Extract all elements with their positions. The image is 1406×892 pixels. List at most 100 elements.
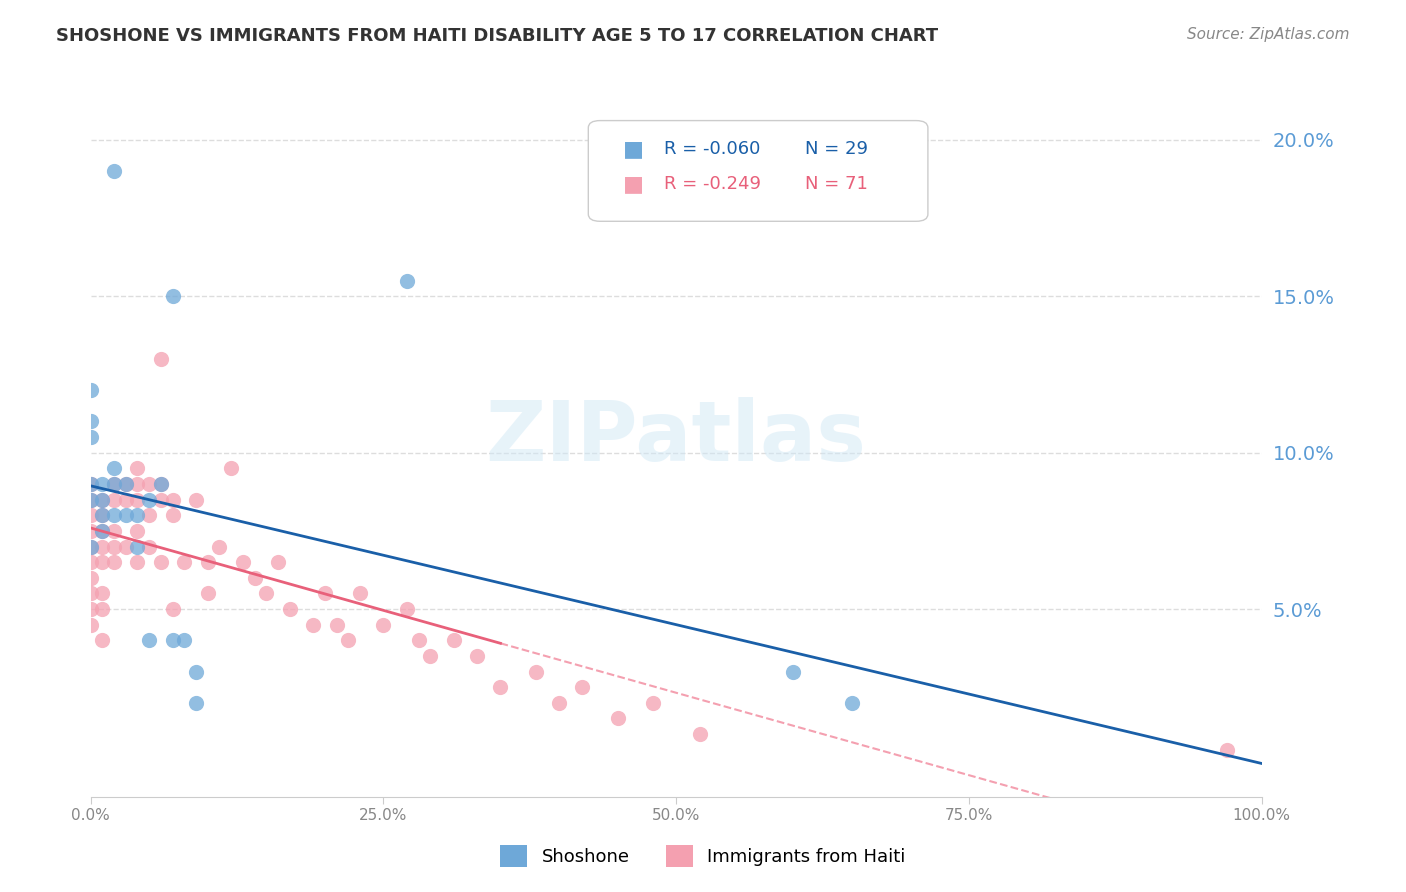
Point (184, 492, 207, 507)
Point (243, 571, 266, 585)
Point (162, 508, 184, 523)
Point (138, 477, 160, 491)
Point (79, 414, 101, 428)
Point (606, 711, 628, 725)
Point (162, 289, 184, 303)
Text: Source: ZipAtlas.com: Source: ZipAtlas.com (1187, 27, 1350, 42)
Point (103, 461, 125, 475)
Point (337, 633, 360, 648)
Text: R = -0.060: R = -0.060 (665, 140, 761, 159)
Point (395, 602, 418, 616)
Point (114, 477, 136, 491)
Point (91, 492, 114, 507)
Point (79, 602, 101, 616)
Point (114, 492, 136, 507)
Point (149, 351, 172, 366)
Point (373, 617, 395, 632)
Point (79, 540, 101, 554)
Point (103, 508, 125, 523)
Point (162, 633, 184, 648)
Point (91, 492, 114, 507)
Point (173, 633, 195, 648)
Point (103, 540, 125, 554)
Point (465, 648, 488, 663)
Point (91, 602, 114, 616)
Text: ■: ■ (623, 139, 644, 160)
Text: N = 71: N = 71 (806, 175, 868, 193)
Point (79, 508, 101, 523)
Point (79, 430, 101, 444)
Point (162, 602, 184, 616)
Point (79, 540, 101, 554)
Point (79, 524, 101, 538)
Point (91, 555, 114, 569)
Point (79, 477, 101, 491)
Text: ■: ■ (623, 174, 644, 194)
Point (103, 164, 125, 178)
Text: N = 29: N = 29 (806, 140, 868, 159)
Point (489, 680, 512, 694)
Point (79, 571, 101, 585)
Point (127, 477, 149, 491)
Point (91, 524, 114, 538)
Point (548, 696, 571, 710)
Point (103, 492, 125, 507)
Point (689, 727, 711, 741)
Point (782, 665, 804, 679)
Point (408, 633, 430, 648)
Point (232, 555, 254, 569)
Legend: Shoshone, Immigrants from Haiti: Shoshone, Immigrants from Haiti (494, 838, 912, 874)
Point (197, 555, 219, 569)
Point (197, 586, 219, 600)
Point (1215, 743, 1237, 757)
Point (114, 477, 136, 491)
Point (91, 477, 114, 491)
Point (162, 492, 184, 507)
Point (524, 665, 547, 679)
Point (79, 492, 101, 507)
Point (149, 477, 172, 491)
Point (79, 555, 101, 569)
Point (127, 508, 149, 523)
Point (103, 555, 125, 569)
Point (79, 383, 101, 397)
Point (395, 274, 418, 288)
Point (91, 586, 114, 600)
Point (79, 617, 101, 632)
Point (138, 540, 160, 554)
Point (127, 461, 149, 475)
Point (349, 586, 371, 600)
Point (325, 617, 347, 632)
Point (79, 477, 101, 491)
FancyBboxPatch shape (588, 120, 928, 221)
Point (91, 508, 114, 523)
Point (173, 555, 195, 569)
Point (114, 508, 136, 523)
Point (641, 696, 664, 710)
Point (419, 648, 441, 663)
Point (138, 492, 160, 507)
Point (103, 477, 125, 491)
Point (571, 680, 593, 694)
Point (127, 492, 149, 507)
Text: SHOSHONE VS IMMIGRANTS FROM HAITI DISABILITY AGE 5 TO 17 CORRELATION CHART: SHOSHONE VS IMMIGRANTS FROM HAITI DISABI… (56, 27, 938, 45)
Point (127, 555, 149, 569)
Point (443, 633, 465, 648)
Point (841, 696, 863, 710)
Point (114, 540, 136, 554)
Point (302, 617, 325, 632)
Point (138, 633, 160, 648)
Point (208, 540, 231, 554)
Point (127, 540, 149, 554)
Point (149, 555, 172, 569)
Point (219, 461, 242, 475)
Point (267, 555, 290, 569)
Point (91, 540, 114, 554)
Point (278, 602, 301, 616)
Point (138, 508, 160, 523)
Point (184, 665, 207, 679)
Point (103, 524, 125, 538)
Text: R = -0.249: R = -0.249 (665, 175, 762, 193)
Point (103, 477, 125, 491)
Point (91, 633, 114, 648)
